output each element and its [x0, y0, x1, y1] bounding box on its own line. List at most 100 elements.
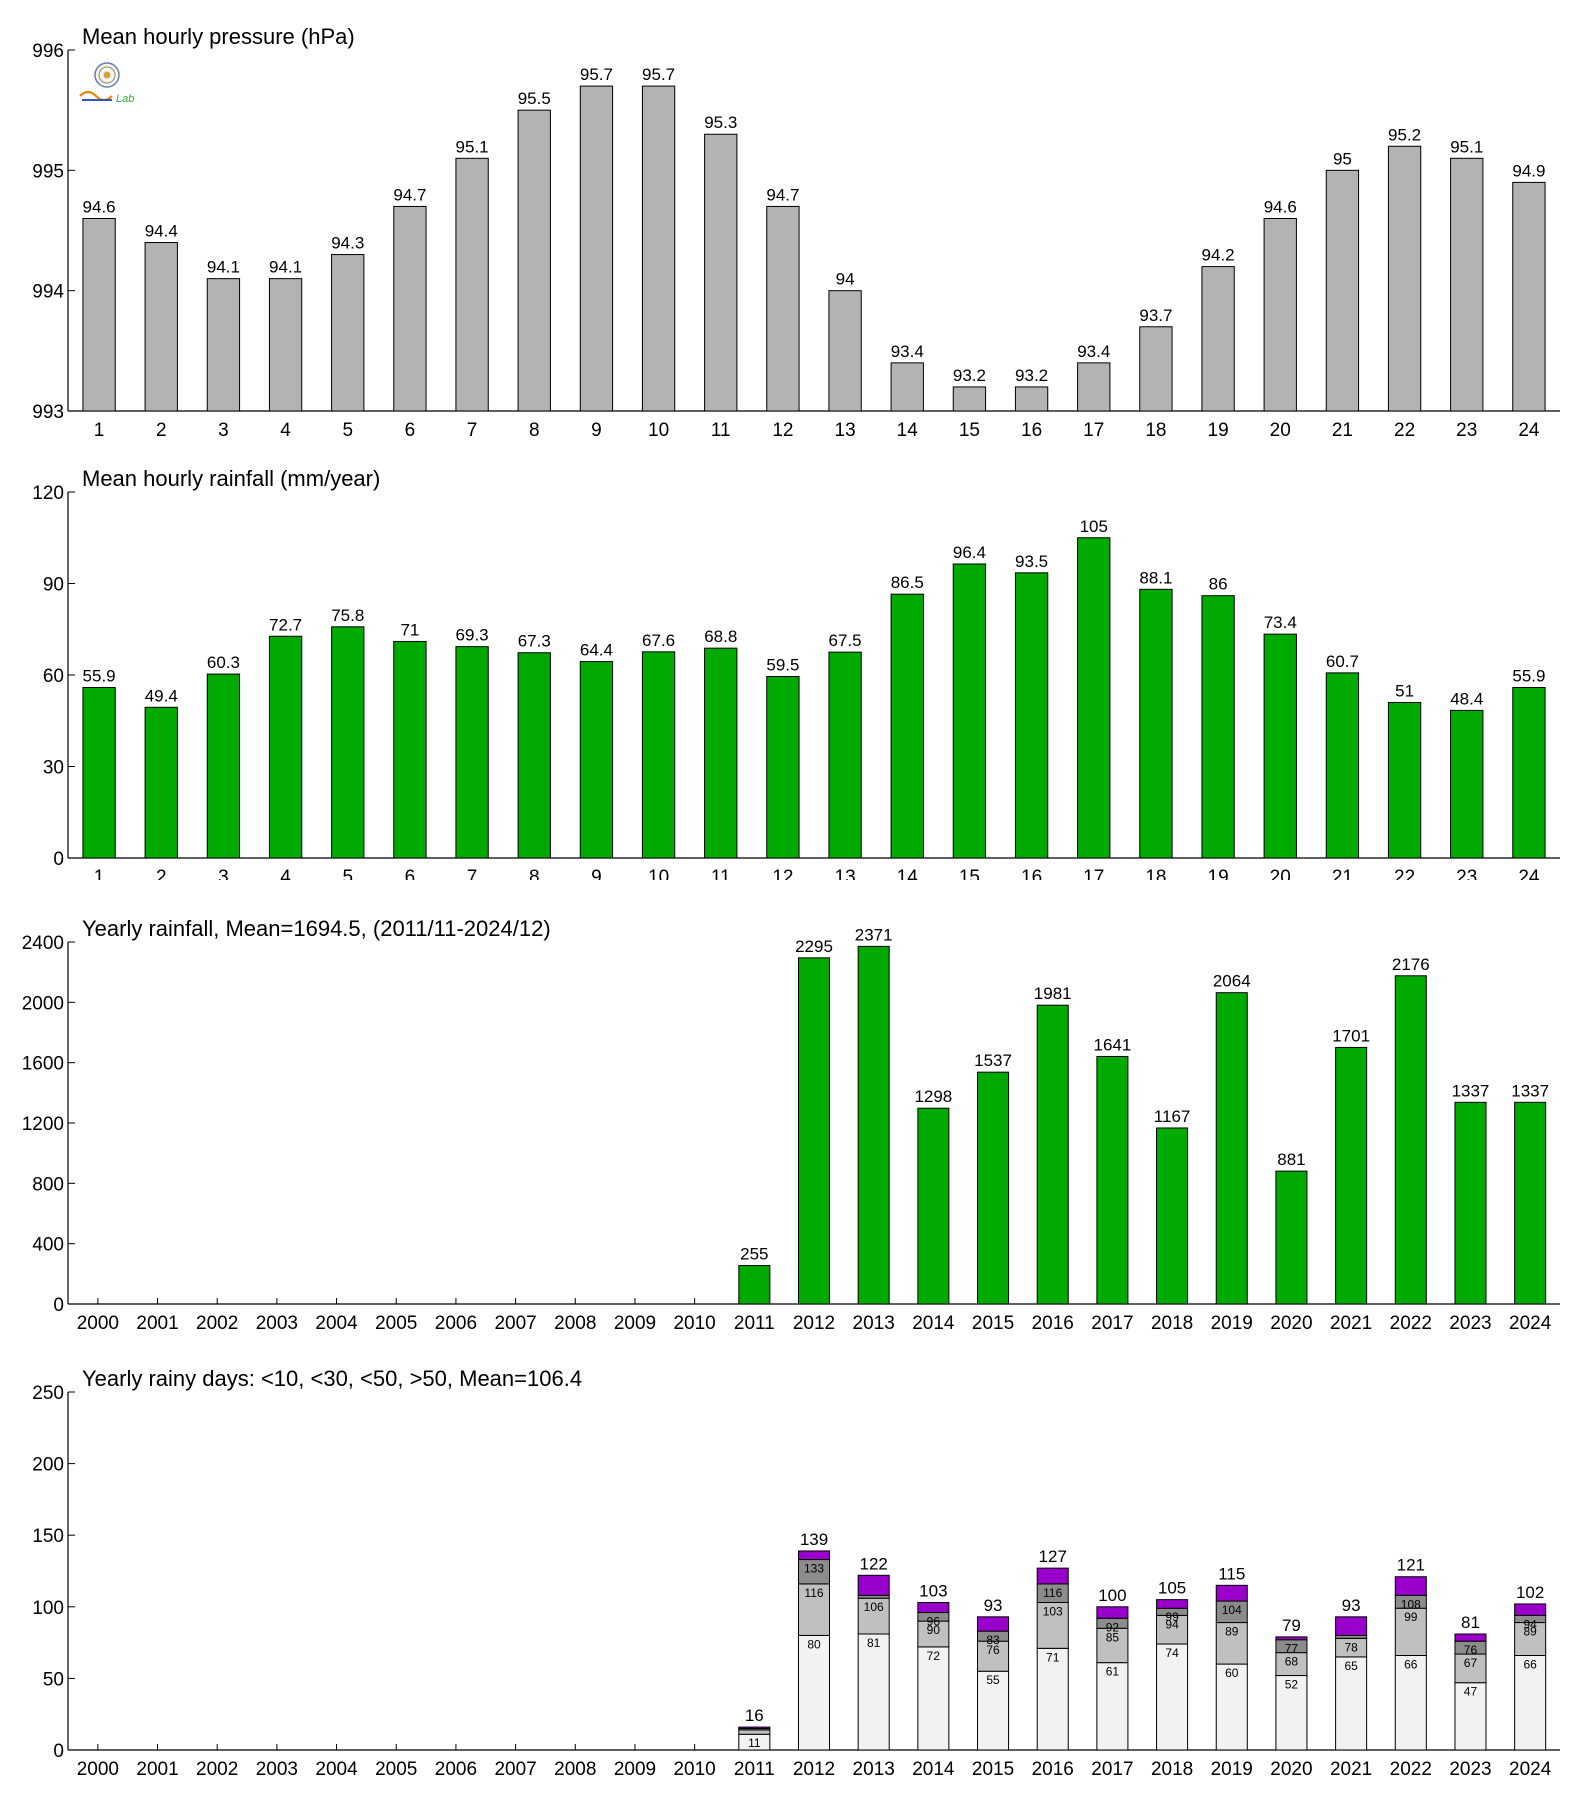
total-label: 93 — [984, 1596, 1003, 1615]
y-tick-label: 400 — [32, 1235, 64, 1256]
x-tick-label: 2002 — [196, 1313, 238, 1334]
bar — [82, 217, 116, 412]
total-label: 103 — [919, 1582, 947, 1601]
bar — [144, 706, 178, 859]
stacked-bar-segment-total — [1454, 1633, 1487, 1642]
value-label: 69.3 — [456, 626, 489, 645]
x-tick-label: 2000 — [77, 1759, 119, 1780]
x-tick-label: 9 — [591, 867, 602, 880]
logo-text: Lab — [116, 93, 134, 105]
y-tick-label: 200 — [32, 1455, 64, 1476]
y-tick-label: 100 — [32, 1598, 64, 1619]
bar — [1512, 181, 1546, 412]
segment-label: 65 — [1344, 1659, 1358, 1673]
bar — [1201, 266, 1235, 412]
value-label: 95 — [1333, 149, 1352, 168]
bar — [1512, 687, 1546, 859]
x-tick-label: 15 — [959, 420, 980, 440]
x-tick-label: 2005 — [375, 1759, 417, 1780]
segment-label: 74 — [1165, 1646, 1179, 1660]
bar — [641, 85, 676, 412]
x-tick-label: 6 — [405, 867, 416, 880]
bar — [1263, 217, 1297, 412]
chart-title: Yearly rainy days: <10, <30, <50, >50, M… — [82, 1366, 582, 1391]
segment-label: 55 — [986, 1673, 1000, 1687]
segment-label: 68 — [1285, 1655, 1299, 1669]
x-tick-label: 1 — [94, 420, 105, 440]
y-tick-label: 800 — [32, 1174, 64, 1195]
y-tick-label: 1600 — [22, 1054, 64, 1075]
bar — [268, 635, 303, 859]
total-label: 121 — [1397, 1556, 1425, 1575]
value-label: 68.8 — [704, 627, 737, 646]
bar — [917, 1107, 950, 1305]
y-tick-label: 0 — [53, 1741, 64, 1762]
segment-label: 99 — [1165, 1610, 1179, 1624]
segment-label: 77 — [1285, 1642, 1299, 1656]
segment-label: 89 — [1225, 1625, 1239, 1639]
x-tick-label: 2006 — [435, 1759, 477, 1780]
x-tick-label: 2 — [156, 420, 167, 440]
value-label: 94 — [836, 270, 855, 289]
bar — [1454, 1101, 1487, 1305]
bar — [1275, 1170, 1308, 1305]
value-label: 96.4 — [953, 543, 986, 562]
bar — [1036, 1004, 1069, 1305]
bar — [828, 290, 862, 412]
x-tick-label: 18 — [1145, 867, 1166, 880]
x-tick-label: 2010 — [673, 1313, 715, 1334]
segment-label: 76 — [1464, 1643, 1478, 1657]
x-tick-label: 2015 — [972, 1313, 1014, 1334]
bar — [1335, 1046, 1368, 1305]
x-tick-label: 23 — [1456, 420, 1477, 440]
x-tick-label: 2004 — [315, 1313, 358, 1334]
segment-label: 89 — [1523, 1625, 1537, 1639]
bar — [828, 651, 862, 859]
x-tick-label: 2017 — [1091, 1313, 1133, 1334]
segment-label: 67 — [1464, 1656, 1478, 1670]
segment-label: 76 — [986, 1643, 1000, 1657]
x-tick-label: 2002 — [196, 1759, 238, 1780]
x-tick-label: 3 — [218, 420, 229, 440]
bar — [82, 687, 116, 859]
bar — [331, 254, 365, 412]
stacked-bar-segment-lt10 — [1036, 1647, 1069, 1751]
bar — [1450, 157, 1484, 412]
x-tick-label: 2012 — [793, 1759, 835, 1780]
stacked-bar-segment-lt30 — [917, 1620, 950, 1648]
bar — [393, 205, 427, 412]
value-label: 94.9 — [1512, 161, 1545, 180]
stacked-bar-segment-lt10 — [1275, 1675, 1308, 1751]
chart-title: Yearly rainfall, Mean=1694.5, (2011/11-2… — [82, 916, 551, 941]
bar — [393, 640, 427, 859]
x-tick-label: 2017 — [1091, 1759, 1133, 1780]
bar — [857, 945, 890, 1305]
bar — [1014, 572, 1049, 859]
x-tick-label: 2015 — [972, 1759, 1014, 1780]
rainy-days-chart: Yearly rainy days: <10, <30, <50, >50, M… — [32, 1366, 1560, 1780]
x-tick-label: 2001 — [136, 1313, 178, 1334]
x-tick-label: 5 — [342, 867, 353, 880]
y-tick-label: 994 — [32, 282, 64, 303]
segment-label: 96 — [927, 1615, 941, 1629]
stacked-bar-segment-lt30 — [977, 1640, 1010, 1672]
value-label: 255 — [740, 1245, 768, 1264]
stacked-bar-segment-total — [1514, 1603, 1547, 1616]
value-label: 93.2 — [953, 366, 986, 385]
value-label: 60.7 — [1326, 652, 1359, 671]
stacked-bar-segment-lt10 — [917, 1646, 950, 1751]
stacked-bar-segment-lt30 — [738, 1729, 771, 1735]
segment-label: 108 — [1401, 1597, 1421, 1611]
segment-label: 66 — [1404, 1657, 1418, 1671]
segment-label: 116 — [1043, 1586, 1062, 1600]
value-label: 95.5 — [518, 89, 551, 108]
total-label: 16 — [745, 1706, 764, 1725]
x-tick-label: 13 — [835, 867, 856, 880]
x-tick-label: 20 — [1270, 420, 1291, 440]
x-tick-label: 2012 — [793, 1313, 835, 1334]
segment-label: 66 — [1523, 1657, 1537, 1671]
x-tick-label: 16 — [1021, 867, 1042, 880]
segment-label: 72 — [927, 1649, 941, 1663]
x-tick-label: 17 — [1083, 867, 1104, 880]
bar — [766, 205, 800, 412]
